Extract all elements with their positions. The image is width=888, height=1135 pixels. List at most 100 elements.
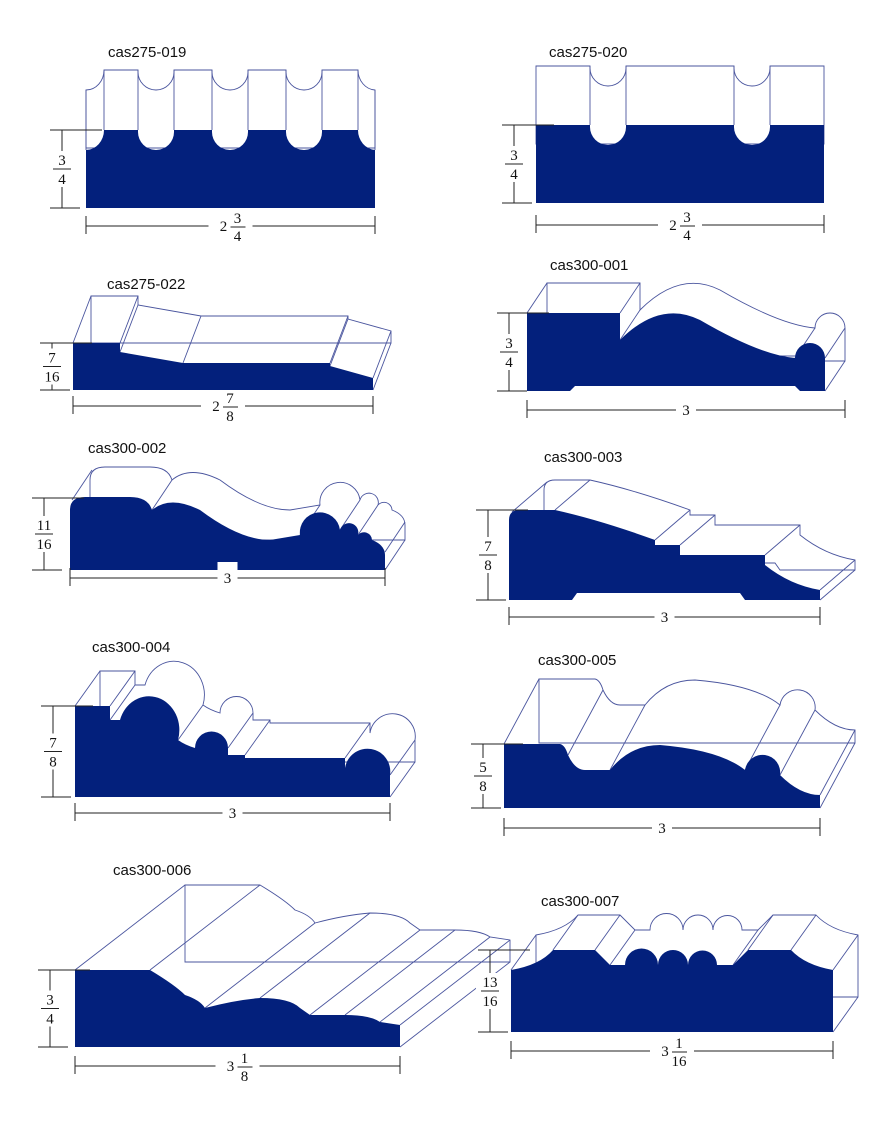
height-denominator: 16: [45, 370, 61, 386]
extrusion-edge: [384, 521, 406, 553]
extrusion-edge: [357, 504, 379, 536]
profile-label: cas275-020: [549, 44, 627, 61]
width-dimension: 3: [503, 812, 821, 846]
extrusion-edge: [552, 914, 579, 951]
profile-cas275-020: cas275-020 34 2 34: [500, 44, 825, 244]
profile-label: cas300-002: [88, 440, 166, 457]
extrusion-edge: [119, 304, 139, 353]
width-whole: 3: [661, 1044, 669, 1060]
extrusion-edge: [832, 996, 859, 1033]
height-numerator: 7: [484, 539, 492, 555]
extrusion-edge: [764, 524, 801, 556]
extrusion-edge: [329, 318, 349, 367]
width-whole: 3: [661, 610, 669, 626]
width-whole: 3: [682, 403, 690, 419]
profile-cas300-004: cas300-004 7 8 3: [39, 639, 416, 831]
height-dimension: 34: [495, 312, 549, 392]
height-dimension: 716: [38, 342, 92, 391]
profile-cross-section: [73, 343, 373, 390]
height-numerator: 3: [505, 336, 513, 352]
extrusion-edge: [259, 912, 371, 999]
profile-cross-section: [527, 313, 825, 391]
extrusion-edge: [204, 922, 316, 1009]
width-denominator: 16: [672, 1054, 688, 1070]
extrusion-edge: [109, 684, 136, 721]
extrusion-edge: [379, 936, 491, 1023]
extrusion-edge: [824, 360, 846, 392]
width-dimension: 3: [69, 562, 386, 596]
width-denominator: 4: [234, 229, 242, 245]
extrusion-edge: [619, 309, 641, 341]
extrusion-edge: [503, 678, 540, 745]
height-denominator: 4: [58, 172, 66, 188]
profile-label: cas300-007: [541, 893, 619, 910]
profile-extrusion-outline: [184, 884, 511, 963]
extrusion-edge: [339, 499, 361, 531]
profile-label: cas300-001: [550, 257, 628, 274]
height-denominator: 16: [37, 537, 53, 553]
width-denominator: 8: [226, 409, 234, 425]
width-numerator: 3: [234, 211, 242, 227]
profile-cross-section: [70, 497, 385, 570]
width-whole: 3: [229, 806, 237, 822]
profile-extrusion-outline: [90, 295, 392, 344]
profile-label: cas275-022: [107, 276, 185, 293]
extrusion-edge: [510, 934, 537, 971]
height-numerator: 7: [49, 736, 57, 752]
height-numerator: 11: [37, 518, 51, 534]
extrusion-edge: [309, 929, 421, 1016]
profile-label: cas300-004: [92, 639, 170, 656]
extrusion-edge: [744, 704, 781, 771]
extrusion-edge: [619, 282, 641, 314]
extrusion-edge: [832, 934, 859, 971]
height-denominator: 4: [46, 1012, 54, 1028]
width-denominator: 8: [241, 1069, 249, 1085]
width-dimension: 2 3 4: [535, 209, 825, 244]
extrusion-edge: [609, 929, 636, 966]
width-whole: 3: [227, 1059, 235, 1075]
height-dimension: 58: [469, 743, 523, 809]
extrusion-edge: [344, 722, 371, 759]
extrusion-edge: [654, 509, 691, 541]
extrusion-edge: [511, 481, 548, 513]
height-dimension: 34: [500, 124, 554, 204]
profile-cross-section: [536, 125, 824, 203]
extrusion-edge: [819, 569, 856, 601]
profile-cross-section: [511, 948, 833, 1032]
width-dimension: 3: [74, 797, 391, 831]
extrusion-edge: [526, 282, 548, 314]
extrusion-edge: [177, 704, 204, 741]
profile-cross-section: [86, 130, 375, 208]
extrusion-edge: [109, 670, 136, 707]
extrusion-edge: [71, 469, 93, 501]
width-whole: 2: [212, 399, 220, 415]
height-denominator: 8: [479, 779, 487, 795]
height-numerator: 13: [483, 975, 498, 991]
width-numerator: 3: [683, 210, 691, 226]
height-denominator: 8: [49, 755, 57, 771]
profile-extrusion-outline: [538, 678, 856, 744]
extrusion-edge: [119, 295, 139, 344]
height-numerator: 3: [58, 153, 66, 169]
extrusion-edge: [74, 670, 101, 707]
width-dimension: 2 7 8: [72, 390, 374, 425]
profile-label: cas300-003: [544, 449, 622, 466]
height-denominator: 16: [483, 994, 499, 1010]
height-dimension: 78: [474, 509, 528, 601]
extrusion-edge: [732, 929, 759, 966]
extrusion-edge: [554, 479, 591, 511]
profile-cross-section: [509, 510, 820, 600]
extrusion-edge: [819, 559, 856, 591]
width-dimension: 3 1 16: [510, 1035, 834, 1070]
extrusion-edge: [72, 295, 92, 344]
extrusion-edge: [609, 704, 646, 771]
width-whole: 3: [224, 571, 232, 587]
extrusion-edge: [244, 719, 271, 756]
extrusion-edge: [790, 914, 817, 951]
